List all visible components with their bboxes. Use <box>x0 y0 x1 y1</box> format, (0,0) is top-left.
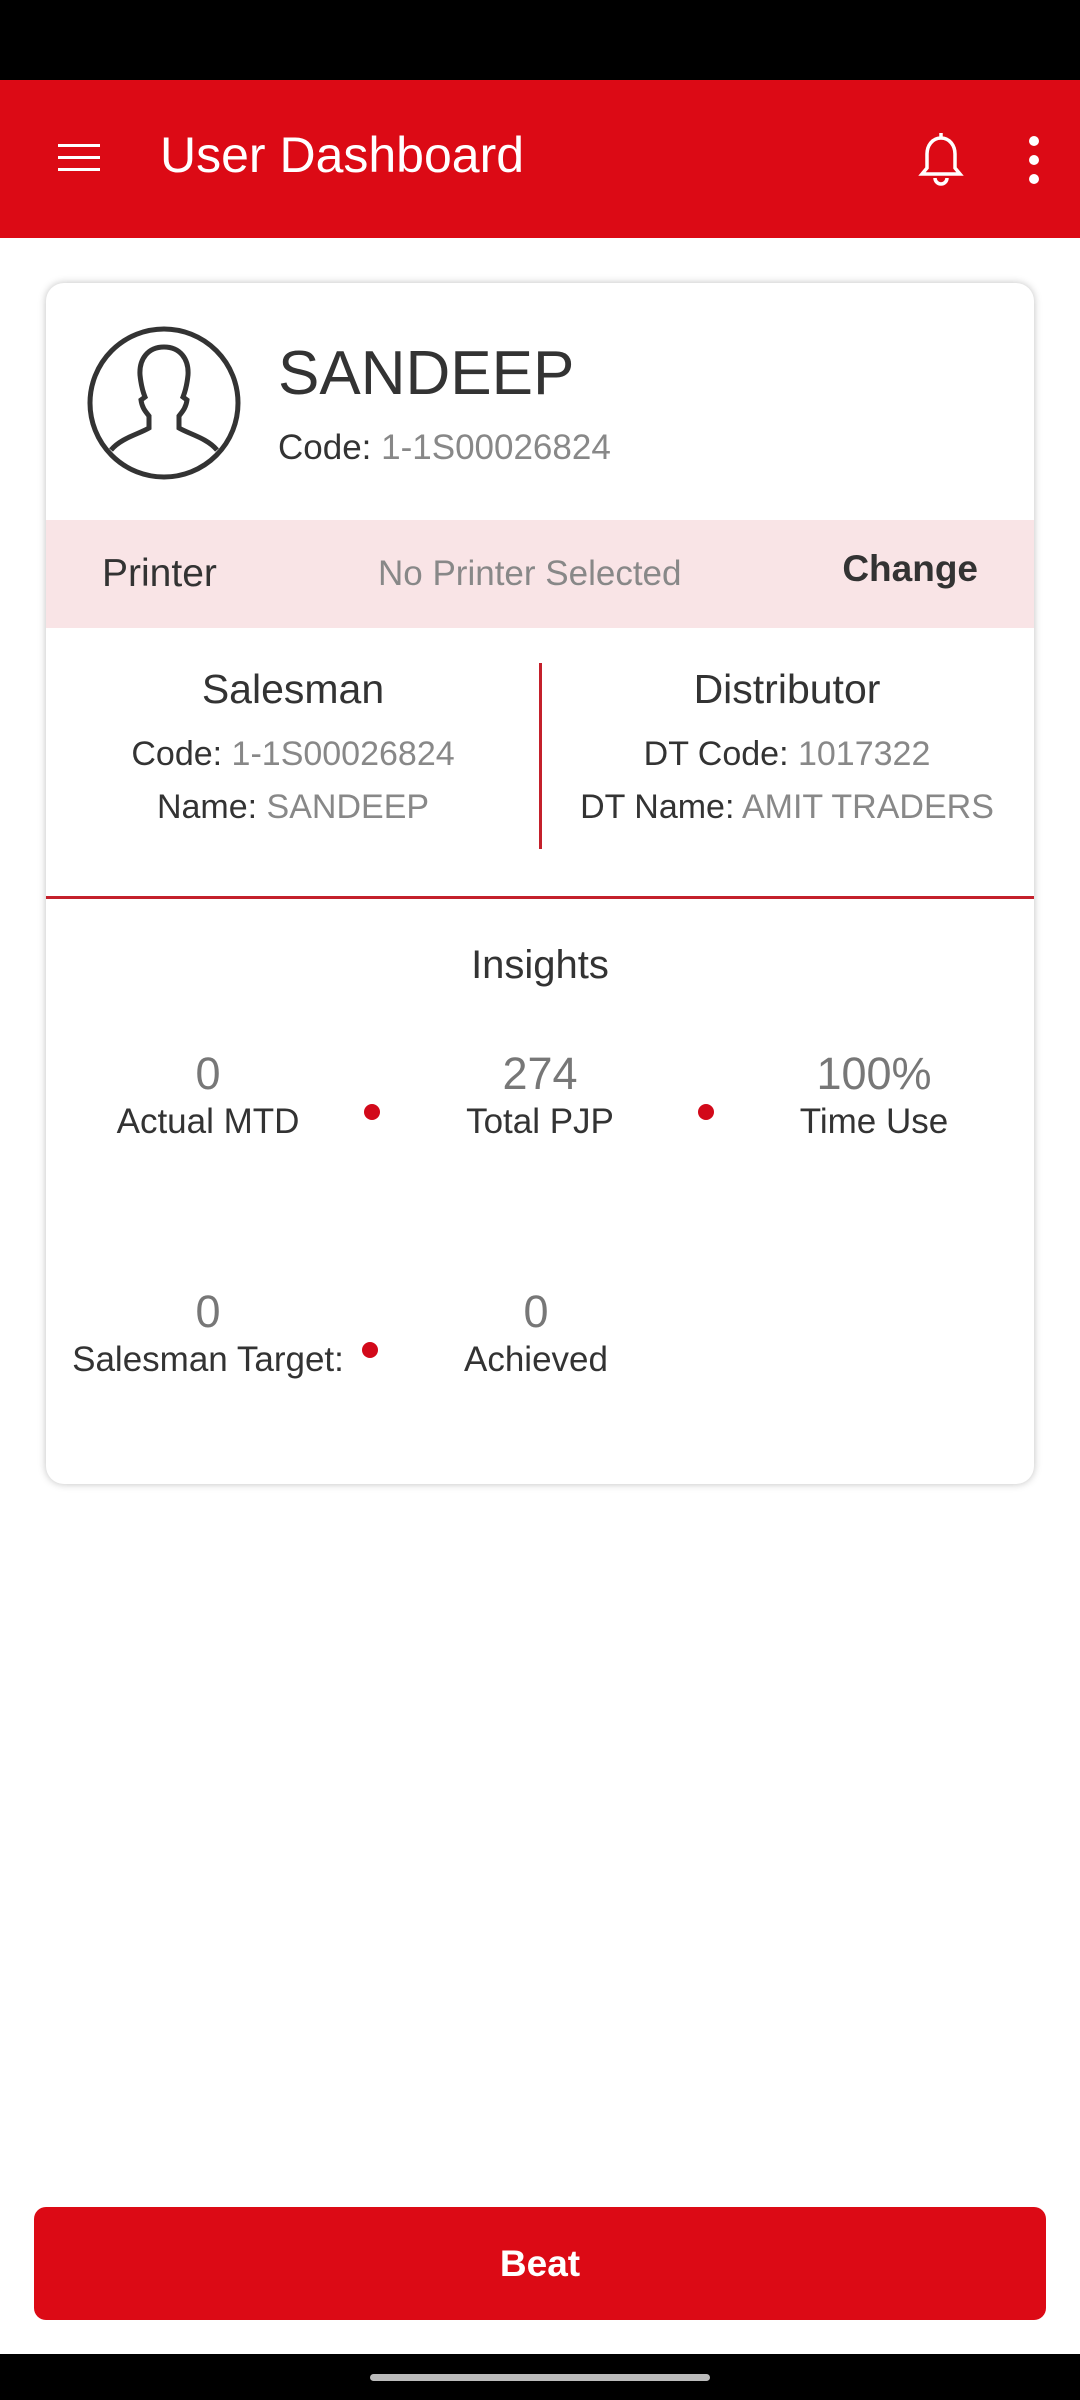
stat-achieved: 0 Achieved <box>376 1286 696 1380</box>
more-vert-icon[interactable] <box>1024 132 1044 192</box>
salesman-code: Code: 1-1S00026824 <box>46 735 540 774</box>
stat-value: 274 <box>502 1048 578 1099</box>
stat-total-pjp: 274 Total PJP <box>380 1048 700 1142</box>
printer-label: Printer <box>102 552 217 595</box>
change-printer-button[interactable]: Change <box>842 548 978 589</box>
stat-value: 0 <box>195 1048 221 1099</box>
label: DT Name: <box>580 788 735 826</box>
stat-label: Actual MTD <box>116 1102 300 1141</box>
avatar <box>87 326 241 480</box>
code-label: Code: <box>278 428 372 467</box>
stat-label: Achieved <box>464 1340 608 1379</box>
dot-icon <box>698 1104 714 1120</box>
navigation-bar <box>0 2354 1080 2400</box>
page-title: User Dashboard <box>160 127 525 183</box>
salesman-section: Salesman Code: 1-1S00026824 Name: SANDEE… <box>46 628 540 827</box>
insights-title: Insights <box>471 943 609 987</box>
user-card: SANDEEP Code: 1-1S00026824 Printer No Pr… <box>46 283 1034 1484</box>
value: 1017322 <box>797 735 931 773</box>
value: AMIT TRADERS <box>741 788 994 826</box>
user-name: SANDEEP <box>278 339 575 408</box>
distributor-section: Distributor DT Code: 1017322 DT Name: AM… <box>540 628 1034 827</box>
dot-icon <box>364 1104 380 1120</box>
stat-label: Salesman Target: <box>72 1340 344 1379</box>
stat-actual-mtd: 0 Actual MTD <box>48 1048 368 1142</box>
divider <box>46 896 1034 899</box>
divider <box>539 663 542 849</box>
stat-label: Total PJP <box>466 1102 614 1141</box>
label: DT Code: <box>643 735 789 773</box>
salesman-title: Salesman <box>201 666 385 712</box>
beat-button[interactable]: Beat <box>34 2207 1046 2320</box>
code-value: 1-1S00026824 <box>381 428 611 467</box>
home-handle[interactable] <box>370 2374 710 2381</box>
label: Code: <box>131 735 223 773</box>
bell-icon[interactable] <box>916 132 966 192</box>
distributor-name: DT Name: AMIT TRADERS <box>540 788 1034 827</box>
value: SANDEEP <box>266 788 430 826</box>
stat-value: 0 <box>195 1286 221 1337</box>
printer-value: No Printer Selected <box>378 554 682 593</box>
label: Name: <box>156 788 258 826</box>
dot-icon <box>362 1342 378 1358</box>
salesman-name: Name: SANDEEP <box>46 788 540 827</box>
stat-value: 100% <box>816 1048 932 1099</box>
status-bar <box>0 0 1080 80</box>
distributor-title: Distributor <box>693 666 881 712</box>
menu-icon[interactable] <box>58 144 100 174</box>
value: 1-1S00026824 <box>231 735 455 773</box>
distributor-code: DT Code: 1017322 <box>540 735 1034 774</box>
printer-row: Printer No Printer Selected Change <box>46 520 1034 628</box>
stat-label: Time Use <box>799 1102 949 1141</box>
stat-salesman-target: 0 Salesman Target: <box>48 1286 368 1380</box>
app-bar: User Dashboard <box>0 80 1080 238</box>
stat-value: 0 <box>523 1286 549 1337</box>
user-code: Code: 1-1S00026824 <box>278 428 611 468</box>
stat-time-use: 100% Time Use <box>714 1048 1034 1142</box>
